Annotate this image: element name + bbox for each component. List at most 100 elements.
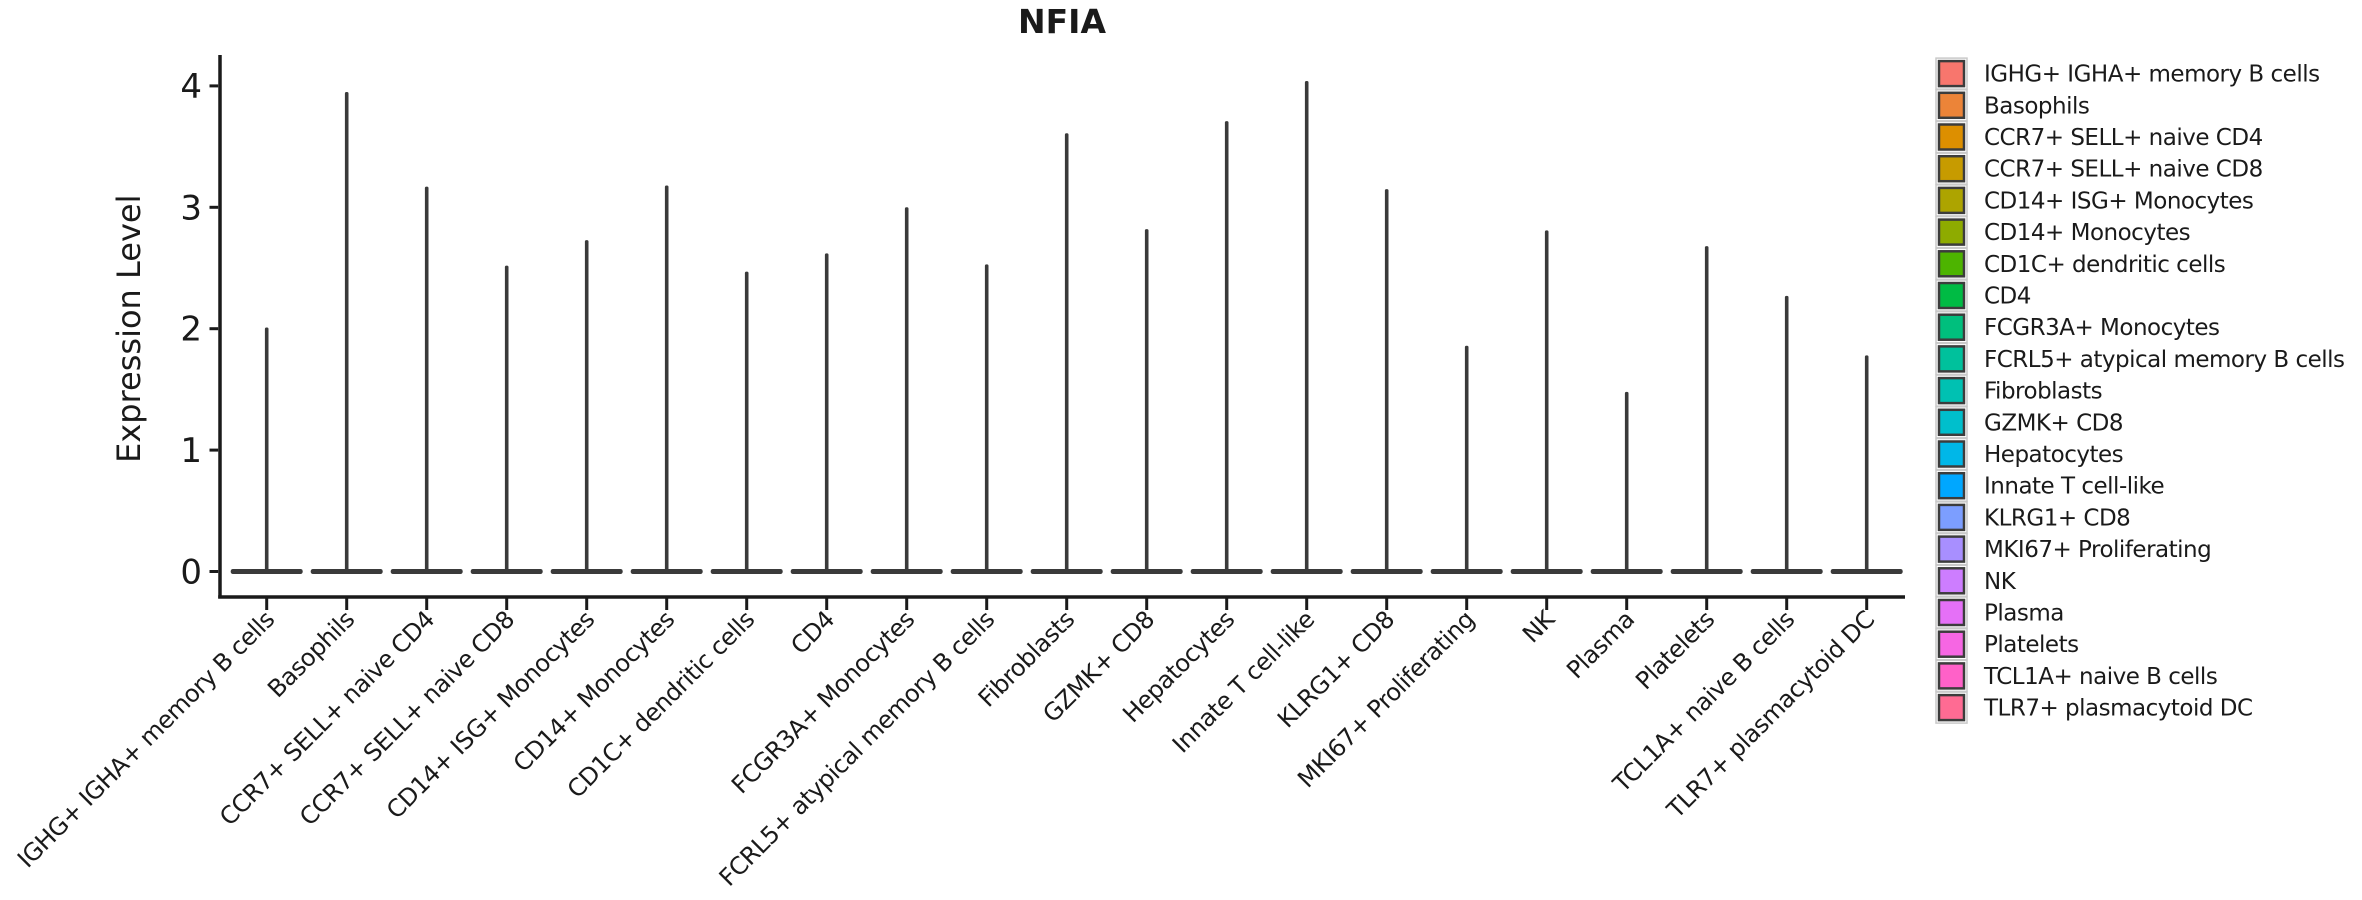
y-axis-title: Expression Level [110, 195, 148, 463]
y-tick-label: 0 [180, 553, 202, 593]
y-tick-label: 1 [180, 431, 202, 471]
violins [230, 81, 1903, 574]
legend-item: TCL1A+ naive B cells [1935, 659, 2218, 693]
legend-swatch [1937, 123, 1966, 151]
legend-item: IGHG+ IGHA+ memory B cells [1935, 57, 2320, 90]
legend-label: CCR7+ SELL+ naive CD4 [1984, 125, 2263, 151]
legend-swatch [1937, 186, 1966, 215]
legend-label: Innate T cell-like [1984, 474, 2164, 500]
legend-item: CCR7+ SELL+ naive CD8 [1935, 152, 2263, 185]
legend-item: CD14+ ISG+ Monocytes [1935, 184, 2254, 217]
violin-spike [1624, 391, 1629, 572]
legend-swatch [1937, 471, 1966, 500]
legend-swatch [1937, 281, 1966, 310]
legend-label: CD1C+ dendritic cells [1984, 252, 2225, 278]
x-tick-label: IGHG+ IGHA+ memory B cells [12, 605, 280, 873]
legend-swatch [1937, 408, 1966, 437]
legend-swatch [1937, 59, 1966, 88]
violin-spike [1384, 189, 1389, 572]
legend-swatch [1937, 630, 1966, 658]
violin-spike [344, 91, 349, 572]
x-tick-label: Innate T cell-like [1167, 605, 1320, 758]
legend-item: NK [1935, 564, 2017, 598]
legend-swatch [1937, 567, 1966, 595]
x-tick-label: NK [1517, 604, 1561, 648]
legend-item: TLR7+ plasmacytoid DC [1935, 691, 2253, 724]
violin-spike [1064, 133, 1069, 572]
legend-swatch [1937, 693, 1966, 722]
legend-label: NK [1984, 569, 2017, 595]
legend-swatch [1937, 440, 1966, 468]
legend-label: Basophils [1984, 93, 2089, 119]
legend-label: Plasma [1984, 601, 2064, 627]
legend-label: TLR7+ plasmacytoid DC [1983, 696, 2253, 722]
x-tick-label: CD4 [785, 605, 839, 659]
y-axis-ticks: 0 1 2 3 4 [180, 67, 219, 593]
legend-item: Basophils [1935, 89, 2090, 122]
legend-item: CCR7+ SELL+ naive CD4 [1935, 120, 2263, 154]
violin-spike [584, 240, 589, 572]
legend-swatch [1937, 91, 1966, 120]
violin-spike [1704, 246, 1709, 572]
legend-label: CD4 [1984, 284, 2031, 310]
legend-label: Fibroblasts [1984, 379, 2102, 405]
violin-spike [904, 207, 909, 572]
y-tick-label: 3 [180, 188, 202, 228]
legend-swatch [1937, 535, 1966, 563]
legend-swatch [1937, 313, 1966, 341]
legend-label: KLRG1+ CD8 [1984, 505, 2130, 531]
violin-spike [264, 327, 269, 572]
violin-spike [1144, 229, 1149, 572]
legend-swatch [1937, 598, 1966, 627]
legend-label: FCRL5+ atypical memory B cells [1984, 347, 2345, 373]
legend-label: Platelets [1984, 632, 2079, 658]
legend-label: MKI67+ Proliferating [1984, 537, 2211, 563]
violin-spike [1304, 81, 1309, 572]
violin-spike [824, 253, 829, 572]
x-tick-label: Plasma [1561, 605, 1640, 684]
violin-spike [984, 264, 989, 572]
legend-item: FCGR3A+ Monocytes [1935, 310, 2220, 344]
legend-label: CD14+ Monocytes [1984, 220, 2190, 246]
legend-item: Innate T cell-like [1935, 469, 2165, 502]
legend-label: CD14+ ISG+ Monocytes [1984, 188, 2253, 214]
x-axis-labels: IGHG+ IGHA+ memory B cellsBasophilsCCR7+… [12, 604, 1880, 892]
legend-item: CD4 [1935, 279, 2031, 312]
legend-item: GZMK+ CD8 [1935, 406, 2124, 439]
violin-spike [1464, 345, 1469, 572]
legend-swatch [1937, 503, 1966, 532]
violin-spike [1544, 230, 1549, 572]
legend-item: Fibroblasts [1935, 374, 2103, 407]
violin-spike [1784, 295, 1789, 572]
legend-label: CCR7+ SELL+ naive CD8 [1984, 157, 2263, 183]
chart-title: NFIA [1018, 2, 1106, 41]
violin-spike [1224, 121, 1229, 572]
legend-label: Hepatocytes [1984, 442, 2123, 468]
legend-label: GZMK+ CD8 [1984, 410, 2123, 436]
legend-item: CD14+ Monocytes [1935, 215, 2191, 249]
legend-label: TCL1A+ naive B cells [1983, 664, 2217, 690]
violin-spike [664, 185, 669, 572]
legend-item: MKI67+ Proliferating [1935, 532, 2212, 566]
legend-item: KLRG1+ CD8 [1935, 501, 2131, 534]
legend-label: IGHG+ IGHA+ memory B cells [1984, 62, 2320, 88]
legend-swatch [1937, 376, 1966, 405]
legend: IGHG+ IGHA+ memory B cells Basophils CCR7+… [1935, 57, 2345, 724]
legend-swatch [1937, 345, 1966, 373]
legend-swatch [1937, 154, 1966, 183]
violin-spike [744, 271, 749, 572]
legend-item: Platelets [1935, 627, 2079, 661]
legend-swatch [1937, 218, 1966, 246]
x-axis-ticks [265, 598, 1869, 610]
legend-swatch [1937, 250, 1966, 278]
legend-item: Plasma [1935, 596, 2064, 629]
violin-spike [504, 265, 509, 572]
y-tick-label: 4 [180, 67, 202, 107]
legend-item: FCRL5+ atypical memory B cells [1935, 342, 2345, 376]
y-tick-label: 2 [180, 310, 202, 350]
legend-swatch [1937, 662, 1966, 690]
violin-spike [424, 186, 429, 572]
legend-label: FCGR3A+ Monocytes [1984, 315, 2220, 341]
